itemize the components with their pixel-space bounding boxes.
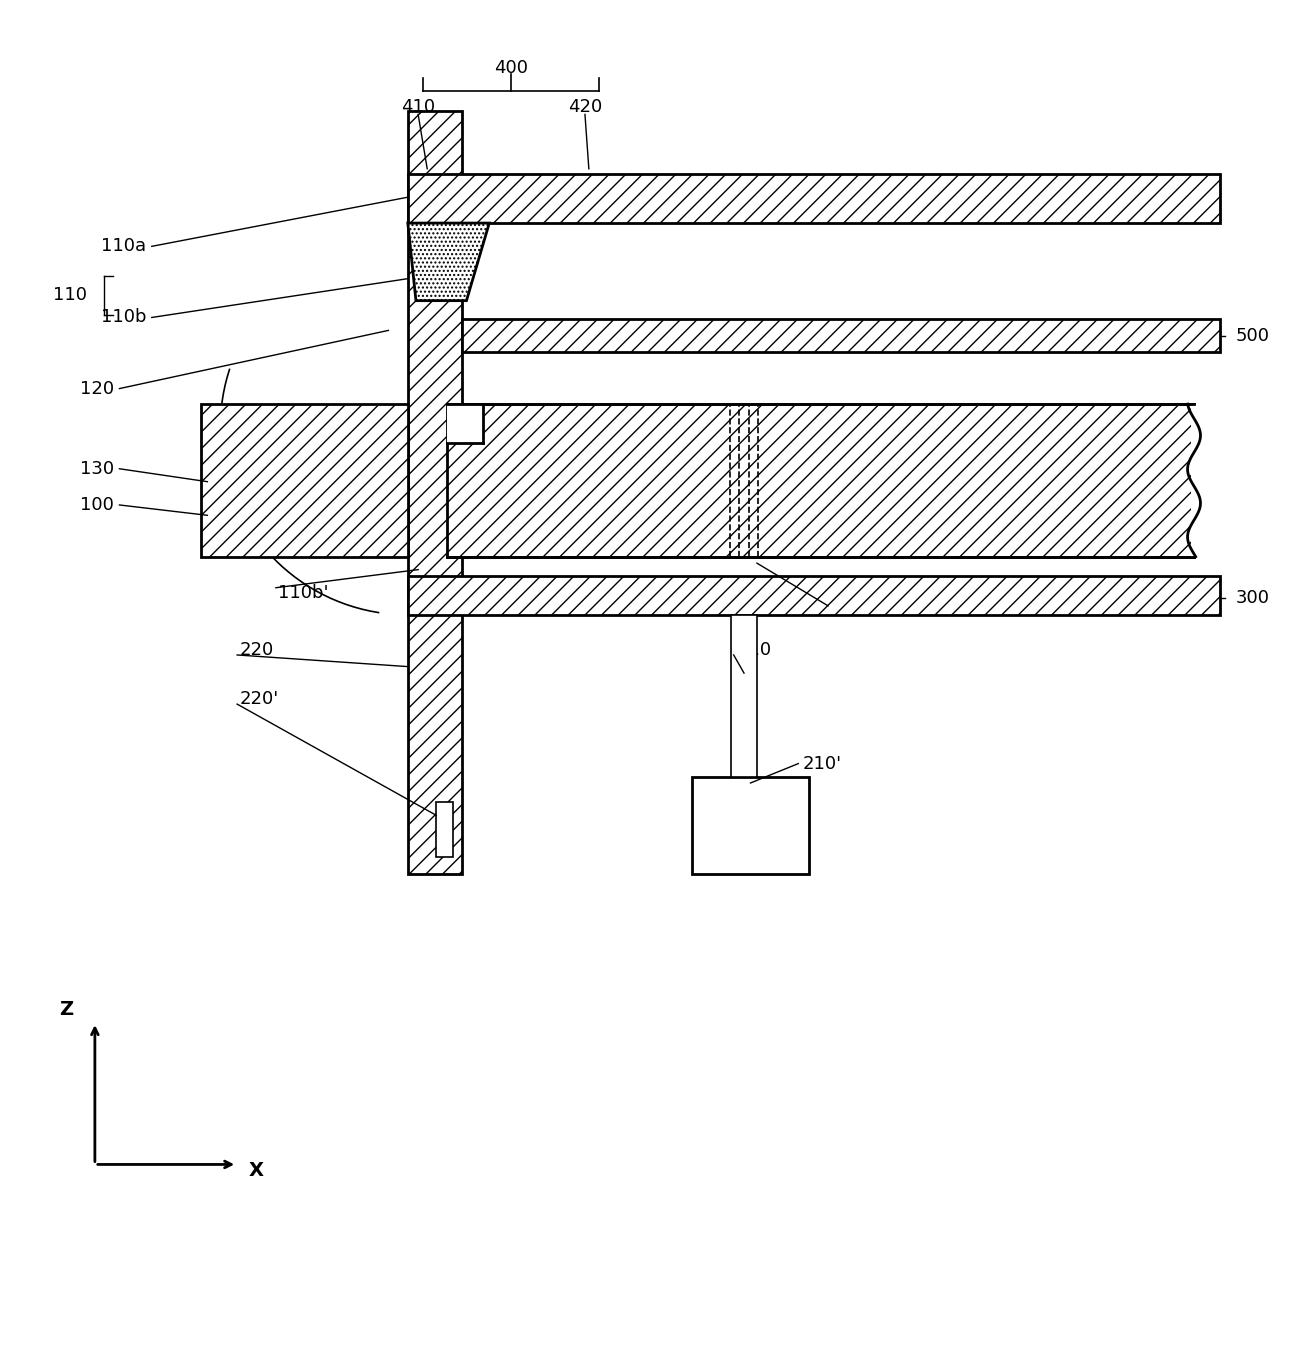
Text: 110b': 110b' [278,584,329,602]
Text: 500: 500 [1235,327,1269,344]
Bar [447,405,482,443]
Bar [447,405,1195,557]
Text: 300: 300 [1235,589,1269,606]
Text: 130: 130 [80,460,114,477]
Bar [408,174,1219,224]
Text: Z: Z [59,1000,73,1019]
Text: 110b: 110b [101,309,146,327]
Bar [1192,405,1206,557]
Text: 120: 120 [80,380,114,398]
Bar [408,111,463,874]
Text: 100: 100 [81,495,114,514]
Text: 210: 210 [737,641,771,659]
Bar [693,777,809,874]
Text: 410: 410 [401,97,435,115]
Bar [731,615,757,777]
Text: 220': 220' [239,690,278,708]
Bar [201,405,408,557]
Text: 110: 110 [54,287,88,305]
Text: 210': 210' [802,755,842,772]
Polygon shape [408,224,489,300]
Bar [437,803,454,856]
Bar [408,576,1219,615]
Text: X: X [250,1162,264,1180]
Text: 110a': 110a' [833,602,882,620]
Text: 400: 400 [494,59,528,77]
Text: 220: 220 [239,641,274,659]
Bar [463,318,1219,353]
Text: 420: 420 [567,97,603,115]
Text: 110a: 110a [102,237,146,255]
